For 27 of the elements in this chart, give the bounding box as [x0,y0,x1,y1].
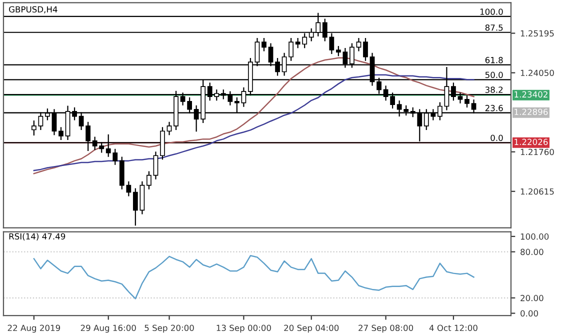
annotation: 38.2 [485,86,503,93]
annotation: 100.0 [480,8,503,15]
y-tick-label: 1.21760 [520,148,554,156]
annotation: 61.8 [485,56,503,64]
x-tick-label: 20 Sep 04:00 [284,324,339,333]
y-tick-label: 100.00 [520,233,549,240]
annotation: 0.0 [490,134,503,142]
chart-title: GBPUSD,H4 [9,6,58,14]
annotation: 23.6 [485,104,503,112]
y-tick-label: 1.24050 [520,70,554,76]
x-tick-label: 4 Oct 12:00 [429,324,478,332]
ref-line-label: 1.22026 [514,138,548,146]
y-tick-label: 80.00 [520,248,544,256]
y-tick-label: 20.00 [520,294,544,302]
x-tick-label: 5 Sep 20:00 [144,324,194,333]
ref-line-label: 1.22896 [514,108,548,116]
x-tick-label: 22 Aug 2019 [8,324,60,333]
y-tick-label: 1.25195 [520,30,554,37]
annotation: 87.5 [485,24,503,31]
annotation: 50.0 [485,72,503,78]
x-tick-label: 13 Sep 00:00 [216,324,271,333]
y-tick-label: 1.20615 [520,188,554,195]
chart-title: RSI(14) 47.49 [9,233,66,241]
x-tick-label: 29 Aug 16:00 [80,324,136,333]
ref-line-label: 1.23402 [514,91,548,98]
y-tick-label: 0.00 [520,310,538,317]
x-tick-label: 27 Sep 08:00 [358,324,414,333]
